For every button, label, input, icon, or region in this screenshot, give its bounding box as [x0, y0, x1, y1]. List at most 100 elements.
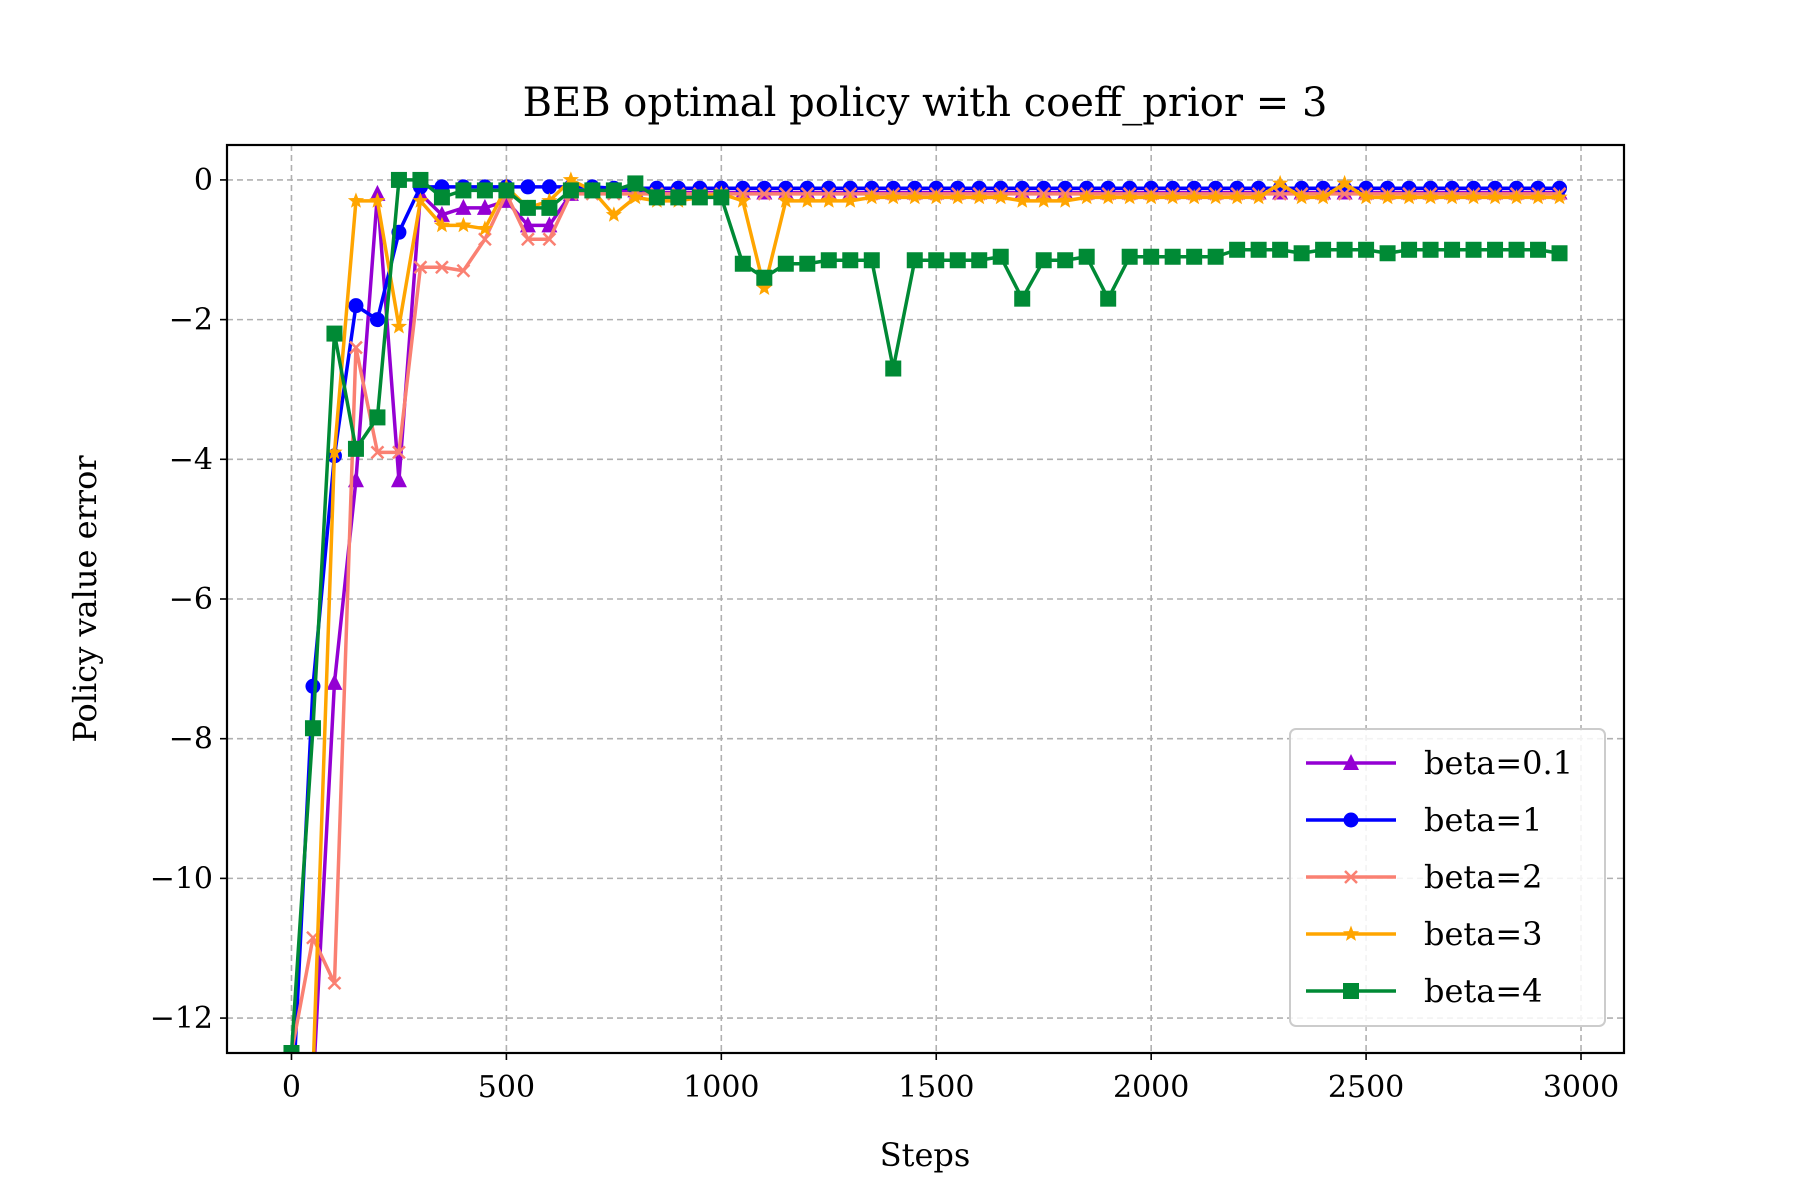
data-point-beta-1: [778, 180, 794, 196]
data-point-beta-3: [390, 318, 408, 334]
data-point-beta-4: [885, 360, 902, 377]
data-point-beta-4: [734, 255, 751, 272]
data-point-beta-3: [863, 188, 880, 205]
data-point-beta-3: [799, 192, 816, 208]
data-point-beta-4: [476, 182, 493, 199]
data-point-beta-3: [455, 216, 472, 233]
data-point-beta-2: [542, 232, 557, 247]
x-axis-label: Steps: [880, 1136, 971, 1174]
data-point-beta-4: [541, 199, 558, 216]
data-point-beta-4: [1315, 241, 1332, 258]
data-point-beta-4: [1121, 248, 1138, 265]
data-point-beta-3: [605, 206, 622, 222]
data-point-beta-4: [906, 252, 923, 269]
data-point-beta-1: [842, 180, 858, 196]
data-point-beta-4: [1014, 290, 1031, 307]
data-point-beta-2: [413, 260, 428, 275]
data-point-beta-4: [1487, 241, 1504, 258]
data-point-beta-4: [670, 189, 687, 206]
x-marker-stroke: [327, 976, 342, 991]
data-point-beta-3: [1121, 188, 1138, 205]
data-point-beta-1: [1487, 180, 1503, 196]
data-point-beta-3: [734, 192, 751, 208]
data-point-beta-4: [627, 175, 644, 192]
data-point-beta-1: [1057, 180, 1073, 196]
data-point-beta-1: [907, 180, 923, 196]
y-axis: 0 −2 −4 −6 −8 −10 −12: [150, 163, 227, 1036]
x-marker-stroke: [1337, 187, 1352, 201]
data-point-beta-0-1: [476, 198, 493, 215]
data-point-beta-3: [412, 192, 429, 208]
data-point-beta-3: [369, 192, 386, 208]
data-point-beta-3: [1336, 174, 1353, 191]
data-point-beta-4: [842, 252, 859, 269]
data-point-beta-2: [392, 445, 406, 460]
legend-label: beta=0.1: [1424, 744, 1573, 782]
data-point-beta-3: [1057, 192, 1074, 208]
data-point-beta-3: [1035, 192, 1052, 208]
data-point-beta-3: [1293, 188, 1310, 205]
data-point-beta-3: [347, 192, 365, 208]
y-tick-label: −10: [150, 861, 213, 896]
data-point-beta-3: [906, 188, 923, 205]
data-point-beta-1: [1380, 180, 1396, 196]
x-marker-stroke: [413, 260, 428, 275]
legend-box: [1289, 728, 1606, 1027]
data-point-beta-4: [799, 255, 816, 272]
data-point-beta-1: [1251, 180, 1267, 196]
data-point-beta-1: [520, 179, 536, 195]
data-point-beta-3: [1465, 188, 1482, 205]
data-point-beta-4: [1229, 241, 1246, 258]
data-point-beta-4: [433, 189, 450, 206]
data-point-beta-4: [863, 252, 880, 269]
data-point-beta-1: [369, 312, 385, 328]
x-marker-stroke: [370, 445, 385, 460]
data-point-beta-0-1: [455, 198, 472, 215]
data-point-beta-4: [1444, 241, 1461, 258]
data-point-beta-1: [1036, 180, 1052, 196]
data-point-beta-1: [1509, 180, 1525, 196]
y-tick-label: −8: [169, 722, 213, 757]
data-point-beta-4: [777, 255, 794, 272]
data-point-beta-4: [1293, 245, 1310, 262]
data-point-beta-3: [476, 220, 493, 236]
data-point-beta-2: [521, 232, 535, 247]
y-tick-label: 0: [194, 163, 213, 198]
data-point-beta-4: [605, 182, 622, 199]
y-tick-label: −2: [169, 303, 213, 338]
data-point-beta-3: [992, 188, 1009, 205]
x-marker-stroke: [542, 232, 557, 247]
data-point-beta-4: [584, 182, 601, 199]
data-point-beta-3: [1358, 188, 1375, 205]
data-point-beta-1: [864, 180, 880, 196]
data-point-beta-3: [1186, 188, 1203, 205]
data-point-beta-3: [1014, 192, 1031, 208]
y-axis-label: Policy value error: [66, 455, 104, 743]
data-point-beta-1: [1079, 180, 1095, 196]
data-point-beta-1: [541, 179, 557, 195]
legend-item-beta-2: beta=2: [1306, 858, 1543, 896]
data-point-beta-3: [1078, 188, 1095, 205]
data-point-beta-2: [370, 445, 385, 460]
data-point-beta-4: [1164, 248, 1181, 265]
x-marker-stroke: [521, 232, 535, 247]
legend-marker: [1343, 812, 1359, 828]
legend-marker: [1343, 983, 1359, 999]
x-marker-stroke: [1344, 870, 1358, 884]
data-point-beta-4: [1250, 241, 1267, 258]
x-tick-label: 3000: [1543, 1070, 1619, 1105]
data-point-beta-3: [1379, 188, 1396, 205]
data-point-beta-1: [1186, 180, 1202, 196]
legend-label: beta=2: [1424, 858, 1543, 896]
data-point-beta-1: [993, 180, 1009, 196]
data-point-beta-2: [757, 187, 772, 201]
data-point-beta-3: [949, 188, 966, 205]
legend-item-beta-1: beta=1: [1306, 801, 1543, 839]
data-point-beta-1: [1100, 180, 1116, 196]
data-point-beta-4: [1057, 252, 1074, 269]
data-point-beta-4: [326, 325, 343, 342]
data-point-beta-2: [327, 976, 342, 991]
data-point-beta-3: [562, 171, 579, 187]
data-point-beta-4: [756, 269, 773, 286]
